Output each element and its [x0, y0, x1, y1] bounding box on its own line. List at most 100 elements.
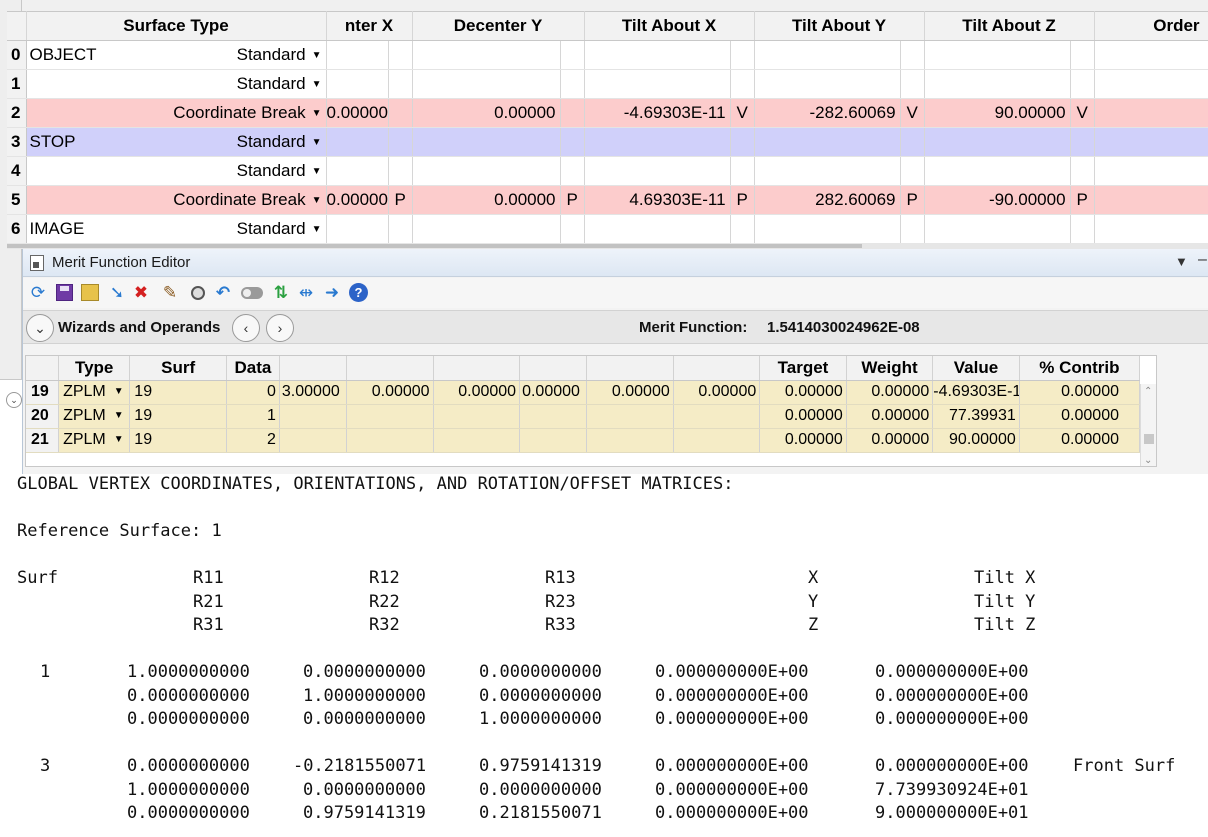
surface-number[interactable]: 2 [7, 98, 27, 128]
decenter-x-solve[interactable] [388, 69, 413, 99]
col-header-value[interactable]: Value [932, 356, 1020, 381]
decenter-y-cell[interactable] [412, 156, 561, 186]
operand-param-6[interactable] [673, 404, 761, 429]
tilt-y-cell[interactable]: -282.60069 [754, 98, 901, 128]
operand-surf-cell[interactable]: 19 [129, 428, 227, 453]
chevron-right-icon[interactable]: › [266, 314, 294, 342]
tilt-z-cell[interactable]: -90.00000 [924, 185, 1071, 215]
tilt-y-solve[interactable] [900, 214, 925, 244]
dropdown-arrow-icon[interactable]: ▼ [113, 434, 124, 445]
operand-param-1[interactable] [279, 428, 348, 453]
surface-type-cell[interactable]: Standard ▼ [156, 127, 327, 157]
tilt-z-solve[interactable] [1070, 156, 1095, 186]
insert-icon[interactable]: ➘ [109, 282, 125, 302]
refresh-icon[interactable]: ⟳ [30, 282, 46, 302]
operand-type-cell[interactable]: ZPLM ▼ [58, 428, 131, 453]
operand-data-cell[interactable]: 1 [226, 404, 280, 429]
decenter-y-solve[interactable] [560, 156, 585, 186]
decenter-x-solve[interactable] [388, 40, 413, 70]
surface-number[interactable]: 5 [7, 185, 27, 215]
surface-comment[interactable] [26, 185, 156, 215]
decenter-x-solve[interactable] [388, 98, 413, 128]
operand-weight[interactable]: 0.00000 [846, 428, 934, 453]
expand-wizards-icon[interactable]: ⌄ [26, 314, 54, 342]
tilt-x-solve[interactable] [730, 69, 755, 99]
decenter-x-cell[interactable]: 0.00000 [326, 185, 389, 215]
tilt-y-solve[interactable]: P [900, 185, 925, 215]
tilt-z-cell[interactable]: 90.00000 [924, 98, 1071, 128]
tilt-y-cell[interactable] [754, 127, 901, 157]
order-cell[interactable] [1094, 98, 1208, 128]
tilt-y-solve[interactable]: V [900, 98, 925, 128]
decenter-x-solve[interactable] [388, 214, 413, 244]
decenter-y-solve[interactable] [560, 214, 585, 244]
col-header-weight[interactable]: Weight [846, 356, 934, 381]
tilt-z-cell[interactable] [924, 40, 1071, 70]
window-menu-icon[interactable]: ▼ [1175, 254, 1188, 269]
col-header-decenter-x[interactable]: nter X [326, 11, 413, 41]
dropdown-arrow-icon[interactable]: ▼ [113, 386, 124, 397]
operand-param-6[interactable]: 0.00000 [673, 380, 761, 405]
mfe-titlebar[interactable]: Merit Function Editor ▼ – [23, 249, 1208, 277]
tilt-x-cell[interactable] [584, 127, 731, 157]
operand-param-2[interactable]: 0.00000 [346, 380, 434, 405]
tilt-x-solve[interactable] [730, 156, 755, 186]
surface-comment[interactable]: STOP [26, 127, 156, 157]
decenter-x-cell[interactable] [326, 69, 389, 99]
col-header-param-4[interactable] [519, 356, 588, 381]
decenter-x-cell[interactable] [326, 40, 389, 70]
collapse-icon[interactable]: ⇹ [298, 282, 314, 302]
tilt-y-cell[interactable] [754, 69, 901, 99]
operand-weight[interactable]: 0.00000 [846, 380, 934, 405]
col-header-surface-type[interactable]: Surface Type [26, 11, 327, 41]
operand-param-1[interactable] [279, 404, 348, 429]
wizards-label[interactable]: Wizards and Operands [58, 319, 221, 336]
delete-icon[interactable]: ✖ [133, 282, 149, 302]
decenter-y-solve[interactable] [560, 127, 585, 157]
col-header-param-5[interactable] [586, 356, 674, 381]
operand-row[interactable]: 19 ZPLM ▼ 19 0 3.00000 0.00000 0.00000 0.00000 0.… [26, 380, 1141, 405]
operand-surf-cell[interactable]: 19 [129, 404, 227, 429]
tilt-z-cell[interactable] [924, 127, 1071, 157]
operand-target[interactable]: 0.00000 [759, 404, 847, 429]
surface-number[interactable]: 4 [7, 156, 27, 186]
tilt-x-solve[interactable] [730, 214, 755, 244]
operand-param-5[interactable] [586, 404, 674, 429]
decenter-y-cell[interactable]: 0.00000 [412, 185, 561, 215]
operands-scroll-thumb[interactable] [1144, 434, 1154, 444]
decenter-y-solve[interactable]: P [560, 185, 585, 215]
operand-param-6[interactable] [673, 428, 761, 453]
col-header-tilt-y[interactable]: Tilt About Y [754, 11, 925, 41]
operand-param-5[interactable] [586, 428, 674, 453]
chevron-left-icon[interactable]: ‹ [232, 314, 260, 342]
decenter-y-solve[interactable] [560, 40, 585, 70]
col-header-type[interactable]: Type [58, 356, 131, 381]
dropdown-arrow-icon[interactable]: ▼ [311, 166, 322, 177]
operand-param-4[interactable] [519, 428, 588, 453]
tilt-x-cell[interactable] [584, 214, 731, 244]
tilt-x-solve[interactable] [730, 40, 755, 70]
tilt-y-cell[interactable] [754, 40, 901, 70]
tilt-z-solve[interactable] [1070, 69, 1095, 99]
wand-icon[interactable]: ✎ [162, 282, 178, 302]
decenter-x-cell[interactable] [326, 127, 389, 157]
tilt-y-cell[interactable] [754, 156, 901, 186]
surface-row[interactable]: 5 Coordinate Break ▼ 0.00000 P 0.00000 P 4.6930… [7, 185, 1208, 215]
col-header-param-1[interactable] [279, 356, 348, 381]
surface-row[interactable]: 0 OBJECT Standard ▼ [7, 40, 1208, 70]
toggle-icon[interactable] [241, 287, 263, 299]
decenter-y-solve[interactable] [560, 98, 585, 128]
help-icon[interactable]: ? [349, 283, 368, 302]
operand-weight[interactable]: 0.00000 [846, 404, 934, 429]
operand-param-2[interactable] [346, 404, 434, 429]
tilt-y-solve[interactable] [900, 40, 925, 70]
operand-row[interactable]: 21 ZPLM ▼ 19 2 0.00000 0.00000 90.00000 0.00000 [26, 428, 1141, 453]
operands-vertical-scrollbar[interactable]: ⌃ ⌄ [1140, 384, 1156, 466]
decenter-y-cell[interactable]: 0.00000 [412, 98, 561, 128]
surface-row[interactable]: 2 Coordinate Break ▼ 0.00000 0.00000 -4.69303… [7, 98, 1208, 128]
col-header-param-3[interactable] [433, 356, 521, 381]
surface-type-cell[interactable]: Standard ▼ [156, 69, 327, 99]
decenter-y-cell[interactable] [412, 127, 561, 157]
col-header-tilt-z[interactable]: Tilt About Z [924, 11, 1095, 41]
dropdown-arrow-icon[interactable]: ▼ [311, 108, 322, 119]
